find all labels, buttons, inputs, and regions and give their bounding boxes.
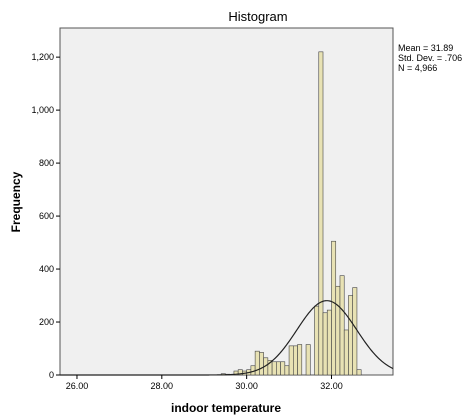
stat-mean: Mean = 31.89 — [398, 43, 453, 53]
histogram-bar-19 — [314, 305, 320, 376]
histogram-bar-16 — [293, 345, 298, 376]
histogram-bar-26 — [343, 329, 349, 376]
y-tick-label: 800 — [39, 158, 54, 168]
histogram-bar-18 — [305, 344, 311, 376]
y-tick-label: 600 — [39, 211, 54, 221]
histogram-bar-14 — [284, 365, 290, 376]
y-tick-label: 0 — [49, 370, 54, 380]
histogram-bar-20 — [318, 51, 324, 376]
stats-legend: Mean = 31.89 Std. Dev. = .706 N = 4,966 — [398, 43, 462, 73]
stat-n: N = 4,966 — [398, 63, 437, 73]
y-axis: 0 200 400 600 800 1,000 1,200 — [31, 52, 60, 380]
y-tick-label: 1,000 — [31, 105, 54, 115]
y-tick-label: 400 — [39, 264, 54, 274]
y-axis-title: Frequency — [9, 171, 23, 232]
x-axis-title: indoor temperature — [171, 401, 281, 415]
histogram-bar-24 — [335, 285, 341, 376]
y-tick-label: 200 — [39, 317, 54, 327]
x-tick-label: 32.00 — [320, 381, 343, 391]
histogram-bar-15 — [288, 345, 294, 376]
histogram-bar-25 — [339, 275, 345, 376]
x-axis: 26.00 28.00 30.00 32.00 — [66, 375, 343, 391]
histogram-bar-28 — [352, 287, 358, 376]
x-tick-label: 28.00 — [151, 381, 174, 391]
y-tick-label: 1,200 — [31, 52, 54, 62]
x-tick-label: 30.00 — [235, 381, 258, 391]
histogram-bar-21 — [322, 312, 328, 376]
normal-curve — [60, 300, 394, 376]
stat-std-dev: Std. Dev. = .706 — [398, 53, 462, 63]
histogram-bar-12 — [276, 361, 281, 376]
histogram-bar-13 — [280, 361, 286, 376]
chart-title: Histogram — [228, 9, 287, 24]
histogram-bar-29 — [356, 369, 362, 376]
histogram-bar-7 — [254, 350, 260, 376]
x-tick-label: 26.00 — [66, 381, 89, 391]
histogram-bar-22 — [326, 309, 332, 376]
histogram-bar-23 — [331, 240, 337, 376]
histogram-bar-17 — [297, 344, 303, 376]
histogram-bar-27 — [348, 295, 354, 376]
histogram-bar-11 — [271, 361, 277, 376]
histogram-bar-8 — [259, 352, 264, 376]
